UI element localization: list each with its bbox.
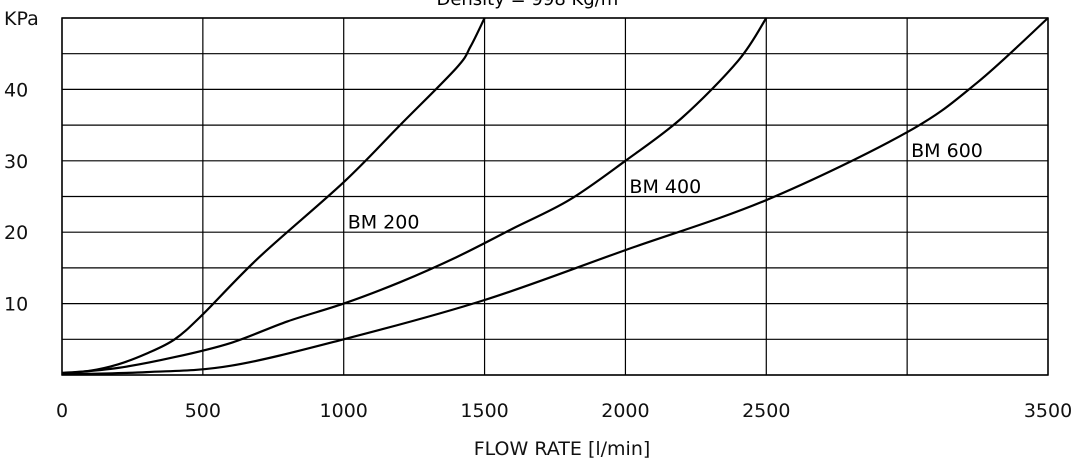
x-tick-label: 2000 (601, 400, 649, 422)
x-tick-label: 500 (185, 400, 221, 422)
series-lines (61, 17, 1049, 376)
series-line-bm-200 (61, 17, 486, 374)
x-axis-label: FLOW RATE [l/min] (474, 438, 651, 460)
series-label-bm-400: BM 400 (629, 176, 701, 198)
y-tick-label: 10 (4, 294, 28, 316)
x-tick-label: 1500 (460, 400, 508, 422)
gridlines (61, 17, 1049, 376)
series-line-bm-400 (61, 17, 768, 375)
series-labels: BM 200 BM 400 BM 600 (348, 140, 983, 233)
y-tick-labels: 10 20 30 40 (4, 79, 28, 315)
y-tick-label: 20 (4, 222, 28, 244)
plot-frame (61, 17, 1049, 376)
series-label-bm-600: BM 600 (911, 140, 983, 162)
y-axis-label: KPa (4, 8, 39, 30)
y-tick-label: 40 (4, 79, 28, 101)
x-tick-labels: 0 500 1000 1500 2000 2500 3500 (56, 400, 1072, 422)
chart-title: Density = 998 Kg/m³ (436, 0, 625, 10)
x-tick-label: 3500 (1024, 400, 1072, 422)
series-label-bm-200: BM 200 (348, 211, 420, 233)
x-tick-label: 2500 (742, 400, 790, 422)
x-tick-label: 0 (56, 400, 68, 422)
series-line-bm-600 (61, 17, 1049, 376)
x-tick-label: 1000 (320, 400, 368, 422)
y-tick-label: 30 (4, 151, 28, 173)
